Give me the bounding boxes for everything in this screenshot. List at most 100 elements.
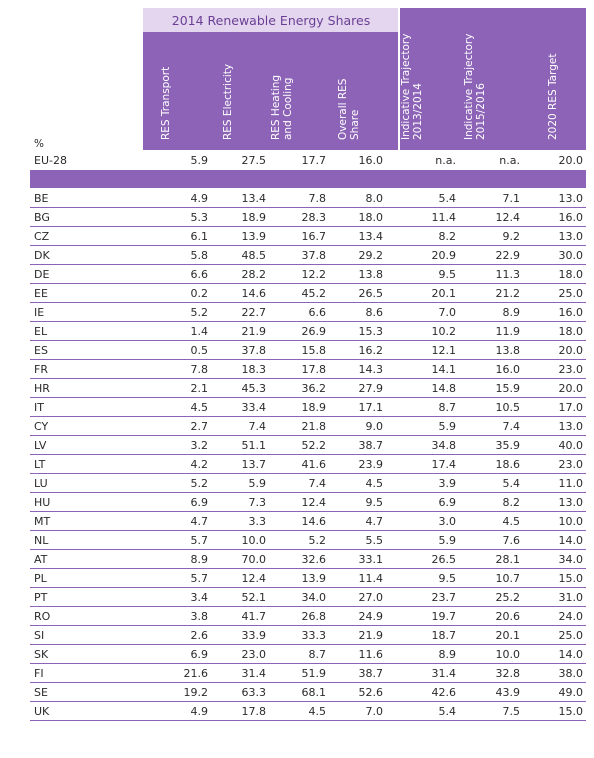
value-cell: 7.5 (502, 705, 521, 718)
value-cell: 3.9 (438, 477, 457, 490)
country-code: IE (34, 306, 45, 319)
value-cell: 5.9 (438, 534, 457, 547)
value-cell: 5.9 (190, 154, 209, 167)
row-divider (30, 568, 586, 569)
value-cell: 52.6 (358, 686, 384, 699)
value-cell: 25.2 (495, 591, 521, 604)
row-divider (30, 226, 586, 227)
value-cell: 41.7 (241, 610, 267, 623)
value-cell: 34.0 (558, 553, 584, 566)
value-cell: 16.0 (495, 363, 521, 376)
value-cell: 9.5 (438, 268, 457, 281)
value-cell: 5.2 (190, 477, 209, 490)
value-cell: 5.7 (190, 572, 209, 585)
value-cell: 4.9 (190, 192, 209, 205)
value-cell: 31.4 (241, 667, 267, 680)
value-cell: 12.4 (301, 496, 327, 509)
value-cell: 18.0 (558, 325, 584, 338)
value-cell: 37.8 (241, 344, 267, 357)
value-cell: 26.5 (358, 287, 384, 300)
value-cell: 16.0 (358, 154, 384, 167)
value-cell: 3.4 (190, 591, 209, 604)
value-cell: 5.9 (248, 477, 267, 490)
row-divider (30, 492, 586, 493)
table-row: FI 21.6 31.4 51.9 38.7 31.4 32.8 38.0 (30, 664, 586, 683)
value-cell: 25.0 (558, 287, 584, 300)
table-row: EL 1.4 21.9 26.9 15.3 10.2 11.9 18.0 (30, 322, 586, 341)
value-cell: 45.3 (241, 382, 267, 395)
country-code: BG (34, 211, 50, 224)
row-divider (30, 245, 586, 246)
value-cell: 28.2 (241, 268, 267, 281)
value-cell: 7.0 (365, 705, 384, 718)
country-code: DK (34, 249, 50, 262)
value-cell: 42.6 (431, 686, 457, 699)
value-cell: 5.4 (438, 705, 457, 718)
value-cell: 20.1 (495, 629, 521, 642)
value-cell: 7.0 (438, 306, 457, 319)
value-cell: 32.6 (301, 553, 327, 566)
table-row: LT 4.2 13.7 41.6 23.9 17.4 18.6 23.0 (30, 455, 586, 474)
value-cell: 33.3 (301, 629, 327, 642)
row-divider (30, 207, 586, 208)
value-cell: 18.7 (431, 629, 457, 642)
value-cell: 24.0 (558, 610, 584, 623)
table-row: DE 6.6 28.2 12.2 13.8 9.5 11.3 18.0 (30, 265, 586, 284)
value-cell: 12.4 (495, 211, 521, 224)
value-cell: 29.2 (358, 249, 384, 262)
value-cell: 7.1 (502, 192, 521, 205)
value-cell: 18.3 (241, 363, 267, 376)
country-code: ES (34, 344, 48, 357)
country-code: EL (34, 325, 48, 338)
table-row: SE 19.2 63.3 68.1 52.6 42.6 43.9 49.0 (30, 683, 586, 702)
value-cell: 23.9 (358, 458, 384, 471)
country-code: DE (34, 268, 50, 281)
row-divider (30, 264, 586, 265)
table-row: IE 5.2 22.7 6.6 8.6 7.0 8.9 16.0 (30, 303, 586, 322)
value-cell: 10.0 (558, 515, 584, 528)
value-cell: 12.1 (431, 344, 457, 357)
row-divider (30, 416, 586, 417)
value-cell: 20.0 (558, 382, 584, 395)
value-cell: 45.2 (301, 287, 327, 300)
value-cell: 13.0 (558, 230, 584, 243)
value-cell: 2.6 (190, 629, 209, 642)
value-cell: 23.7 (431, 591, 457, 604)
value-cell: 11.4 (358, 572, 384, 585)
value-cell: 4.5 (190, 401, 209, 414)
table-row: IT 4.5 33.4 18.9 17.1 8.7 10.5 17.0 (30, 398, 586, 417)
value-cell: 15.9 (495, 382, 521, 395)
row-divider (30, 321, 586, 322)
column-header-label: Indicative Trajectory 2015/2016 (463, 33, 487, 140)
row-divider (30, 625, 586, 626)
value-cell: 5.2 (308, 534, 327, 547)
row-divider (30, 530, 586, 531)
value-cell: 17.8 (241, 705, 267, 718)
row-divider (30, 549, 586, 550)
value-cell: 20.0 (558, 344, 584, 357)
table-row: AT 8.9 70.0 32.6 33.1 26.5 28.1 34.0 (30, 550, 586, 569)
table-row: LU 5.2 5.9 7.4 4.5 3.9 5.4 11.0 (30, 474, 586, 493)
value-cell: 15.8 (301, 344, 327, 357)
value-cell: 5.2 (190, 306, 209, 319)
value-cell: 4.2 (190, 458, 209, 471)
value-cell: 10.5 (495, 401, 521, 414)
row-divider (30, 397, 586, 398)
value-cell: 27.5 (241, 154, 267, 167)
value-cell: 27.0 (358, 591, 384, 604)
value-cell: 23.0 (241, 648, 267, 661)
value-cell: 18.0 (358, 211, 384, 224)
table-row: BE 4.9 13.4 7.8 8.0 5.4 7.1 13.0 (30, 189, 586, 208)
header-band-right (399, 8, 586, 150)
value-cell: 43.9 (495, 686, 521, 699)
value-cell: 14.1 (431, 363, 457, 376)
value-cell: 3.2 (190, 439, 209, 452)
country-code: CY (34, 420, 49, 433)
column-header-label: Indicative Trajectory 2013/2014 (400, 33, 424, 140)
value-cell: 28.1 (495, 553, 521, 566)
table-row: SK 6.9 23.0 8.7 11.6 8.9 10.0 14.0 (30, 645, 586, 664)
column-header-label: RES Transport (160, 66, 172, 140)
row-divider (30, 340, 586, 341)
row-divider (30, 701, 586, 702)
